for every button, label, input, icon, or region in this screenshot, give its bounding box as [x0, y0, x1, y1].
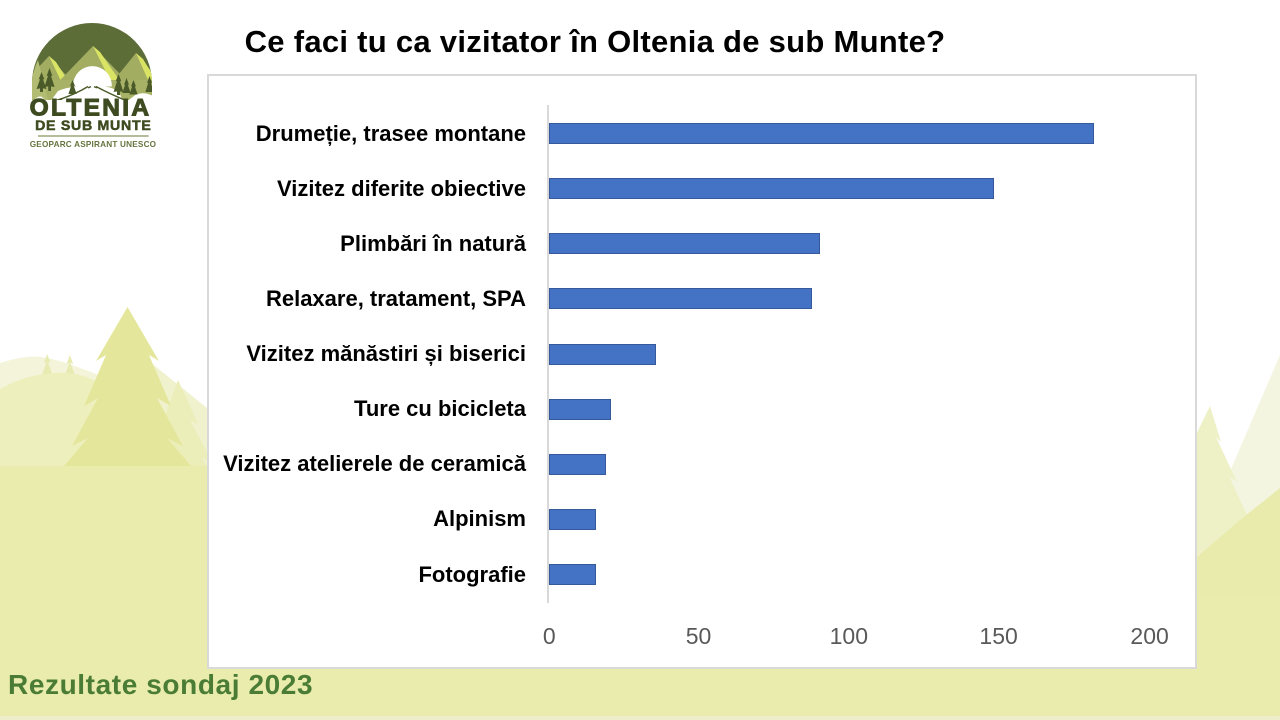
svg-text:GEOPARC ASPIRANT UNESCO: GEOPARC ASPIRANT UNESCO	[30, 140, 157, 149]
svg-text:OLTENIA: OLTENIA	[30, 95, 152, 122]
svg-text:DE SUB MUNTE: DE SUB MUNTE	[35, 118, 151, 134]
